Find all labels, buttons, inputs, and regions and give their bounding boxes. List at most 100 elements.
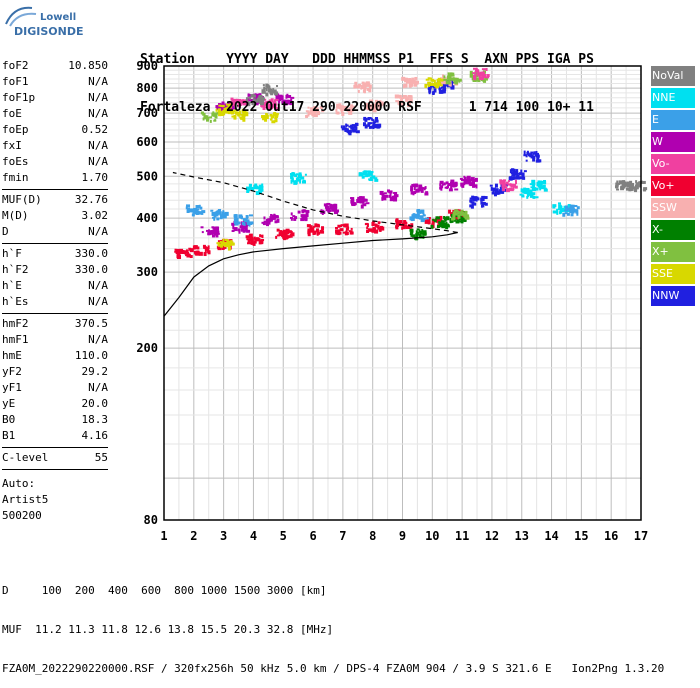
data-point xyxy=(199,206,203,210)
data-point xyxy=(309,107,314,110)
param-name: D xyxy=(2,225,9,238)
data-point xyxy=(276,234,280,237)
data-point xyxy=(451,183,456,188)
polarization-legend: NoVal NNE E W Vo- Vo+ SSW X- X+ SSE NNW xyxy=(651,66,695,308)
data-point xyxy=(223,242,228,247)
y-tick-label: 900 xyxy=(136,59,158,73)
data-point xyxy=(428,89,432,93)
data-point xyxy=(525,188,528,193)
param-value: 20.0 xyxy=(81,397,109,410)
data-point xyxy=(537,156,540,159)
data-point xyxy=(294,174,298,178)
data-point xyxy=(423,214,426,217)
data-point xyxy=(374,223,377,227)
data-point xyxy=(410,230,414,233)
data-point xyxy=(314,223,318,228)
data-point xyxy=(350,199,355,204)
data-point xyxy=(436,219,441,223)
data-point xyxy=(439,183,442,187)
data-point xyxy=(363,198,368,202)
data-point xyxy=(313,106,318,110)
data-point xyxy=(531,187,536,192)
x-tick-label: 13 xyxy=(515,529,529,543)
data-point xyxy=(354,202,357,206)
data-point xyxy=(481,68,486,71)
data-point xyxy=(259,186,262,190)
param-row: D N/A xyxy=(2,224,108,240)
data-point xyxy=(290,174,293,179)
param-value: 3.02 xyxy=(81,209,109,222)
data-point xyxy=(441,220,445,223)
data-point xyxy=(306,224,311,228)
data-point xyxy=(425,78,430,81)
data-point xyxy=(539,186,542,191)
data-point xyxy=(219,212,222,216)
data-point xyxy=(416,82,419,85)
data-point xyxy=(557,208,561,211)
data-point xyxy=(477,70,480,74)
data-point xyxy=(520,172,525,176)
data-point xyxy=(245,113,249,117)
data-point xyxy=(348,109,351,112)
data-point xyxy=(329,209,332,212)
data-point xyxy=(523,187,527,191)
data-point xyxy=(529,194,533,198)
x-tick-label: 6 xyxy=(309,529,316,543)
data-point xyxy=(234,108,238,111)
data-point xyxy=(471,195,475,200)
data-point xyxy=(338,225,343,228)
data-point xyxy=(246,186,251,189)
data-point xyxy=(213,112,217,116)
data-point xyxy=(360,204,364,209)
data-point xyxy=(265,115,269,120)
logo-text-digisonde: DIGISONDE xyxy=(14,25,84,38)
data-point xyxy=(239,215,243,219)
data-point xyxy=(463,213,467,217)
data-point xyxy=(248,186,252,190)
data-point xyxy=(552,204,557,208)
data-point xyxy=(447,183,451,187)
ionogram-chart: 1 2 3 4 5 6 7 8 9 10 11 12 13 14 15 16 17802003004005006… xyxy=(136,59,648,543)
data-point xyxy=(505,183,509,187)
x-tick-label: 12 xyxy=(485,529,499,543)
data-point xyxy=(315,228,319,233)
chart-profile-curve xyxy=(163,171,458,317)
data-point xyxy=(422,230,427,234)
data-point xyxy=(365,202,370,205)
data-point xyxy=(419,231,423,235)
data-point xyxy=(244,227,248,232)
data-point xyxy=(329,206,334,210)
data-point xyxy=(427,221,431,225)
data-point xyxy=(534,187,539,191)
data-point xyxy=(482,203,485,208)
data-point xyxy=(270,92,274,96)
data-point xyxy=(290,212,293,216)
data-point xyxy=(245,101,250,105)
data-point xyxy=(231,111,235,115)
data-point xyxy=(368,228,373,232)
data-point xyxy=(483,74,487,79)
data-point xyxy=(240,101,245,104)
data-point xyxy=(208,229,211,234)
data-point xyxy=(308,111,312,115)
data-point xyxy=(437,77,441,82)
param-value: N/A xyxy=(88,279,108,292)
data-point xyxy=(445,216,450,221)
data-point xyxy=(219,240,222,243)
param-name: hmE xyxy=(2,349,22,362)
data-point xyxy=(362,89,366,93)
data-point xyxy=(445,80,449,85)
data-point xyxy=(542,184,546,188)
data-point xyxy=(241,225,244,230)
data-point xyxy=(357,89,360,93)
data-point xyxy=(239,113,244,116)
data-point xyxy=(355,130,360,134)
data-point xyxy=(529,189,533,194)
data-point xyxy=(186,210,190,214)
data-point xyxy=(361,196,365,200)
data-point xyxy=(236,221,240,225)
data-point xyxy=(440,80,444,84)
data-point xyxy=(438,87,442,91)
data-point xyxy=(615,182,619,186)
data-point xyxy=(341,127,346,131)
